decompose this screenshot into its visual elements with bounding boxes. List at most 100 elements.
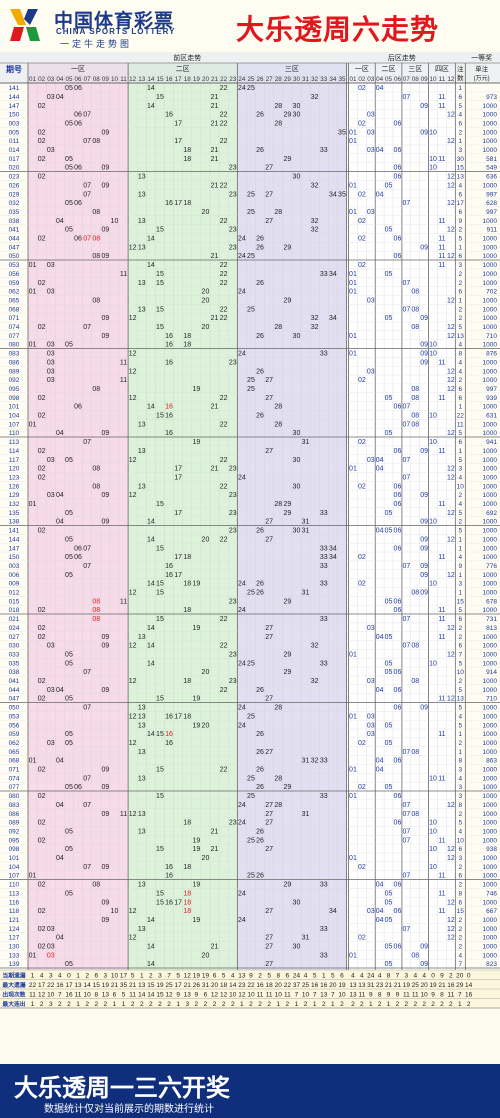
stats-value: 0 bbox=[67, 973, 71, 980]
front-ball: 27 bbox=[265, 811, 273, 818]
front-ball: 18 bbox=[183, 820, 191, 827]
front-ball: 12 bbox=[129, 368, 137, 375]
front-ball: 16 bbox=[165, 899, 173, 906]
front-ball: 26 bbox=[256, 687, 264, 694]
stats-value: 2 bbox=[360, 1001, 364, 1008]
front-ball: 07 bbox=[83, 563, 91, 570]
stats-value: 2 bbox=[396, 1001, 400, 1008]
front-ball: 19 bbox=[192, 696, 200, 703]
front-ball: 20 bbox=[202, 855, 210, 862]
back-ball: 02 bbox=[358, 864, 366, 871]
front-ball: 30 bbox=[293, 944, 301, 951]
front-ball: 13 bbox=[138, 174, 146, 181]
prize-amount: 876 bbox=[486, 351, 497, 358]
front-ball: 08 bbox=[92, 253, 100, 260]
front-ball: 29 bbox=[283, 651, 291, 658]
front-ball: 12 bbox=[129, 935, 137, 942]
stats-value: 13 bbox=[349, 992, 357, 999]
front-ball: 02 bbox=[38, 280, 46, 287]
front-ball: 05 bbox=[65, 457, 73, 464]
front-ball: 01 bbox=[29, 501, 37, 508]
front-ball: 03 bbox=[47, 492, 55, 499]
back-ball: 01 bbox=[349, 651, 357, 658]
back-ball: 12 bbox=[447, 333, 455, 340]
front-ball: 03 bbox=[47, 952, 55, 959]
winners-count: 2 bbox=[458, 492, 462, 499]
winners-count: 8 bbox=[458, 802, 462, 809]
back-ball: 06 bbox=[394, 448, 402, 455]
winners-count: 5 bbox=[458, 457, 462, 464]
back-ball: 11 bbox=[438, 890, 445, 897]
front-ball: 18 bbox=[183, 200, 191, 207]
front-ball: 23 bbox=[229, 651, 237, 658]
back-ball: 07 bbox=[402, 457, 410, 464]
front-ball: 22 bbox=[220, 315, 228, 322]
issue-number: 071 bbox=[9, 315, 20, 322]
issue-number: 065 bbox=[9, 749, 20, 756]
issue-number: 077 bbox=[9, 784, 20, 791]
back-ball: 11 bbox=[438, 103, 445, 110]
front-ball: 15 bbox=[156, 616, 164, 623]
front-ball: 23 bbox=[229, 510, 237, 517]
back-ball: 09 bbox=[420, 103, 428, 110]
winners-count: 6 bbox=[458, 120, 462, 127]
stats-value: 2 bbox=[67, 1001, 71, 1008]
front-ball: 02 bbox=[38, 448, 46, 455]
issue-number: 150 bbox=[9, 554, 20, 561]
winners-count: 1 bbox=[458, 297, 462, 304]
winners-count: 2 bbox=[458, 926, 462, 933]
back-ball: 05 bbox=[385, 598, 393, 605]
header-band bbox=[0, 52, 500, 83]
front-ball: 07 bbox=[83, 864, 91, 871]
back-ball: 12 bbox=[447, 572, 455, 579]
winners-count: 15 bbox=[457, 908, 465, 915]
front-ball: 13 bbox=[138, 749, 146, 756]
back-ball: 02 bbox=[358, 784, 366, 791]
issue-number: 005 bbox=[9, 129, 20, 136]
issue-number: 038 bbox=[9, 218, 20, 225]
stats-value: 16 bbox=[311, 982, 319, 989]
back-ball: 06 bbox=[394, 528, 402, 535]
front-ball: 05 bbox=[65, 660, 73, 667]
prize-amount: 1000 bbox=[483, 607, 498, 614]
back-number-header: 12 bbox=[447, 76, 455, 83]
front-ball: 33 bbox=[320, 758, 328, 765]
front-ball: 07 bbox=[83, 138, 91, 145]
front-ball: 17 bbox=[174, 138, 182, 145]
prize-amount: 1000 bbox=[483, 262, 498, 269]
back-ball: 05 bbox=[385, 271, 393, 278]
front-ball: 33 bbox=[320, 660, 328, 667]
winners-count: 2 bbox=[458, 227, 462, 234]
stats-value: 2 bbox=[58, 1001, 62, 1008]
stats-value: 13 bbox=[358, 982, 366, 989]
back-ball: 01 bbox=[349, 289, 357, 296]
back-ball: 03 bbox=[367, 368, 375, 375]
front-ball: 05 bbox=[65, 200, 73, 207]
front-ball: 22 bbox=[220, 182, 228, 189]
stats-value: 7 bbox=[458, 992, 462, 999]
front-ball: 17 bbox=[174, 899, 182, 906]
front-number-header: 11 bbox=[120, 76, 127, 83]
winners-count: 6 bbox=[458, 616, 462, 623]
back-ball: 07 bbox=[402, 643, 410, 650]
stats-value: 17 bbox=[38, 982, 46, 989]
front-ball: 08 bbox=[92, 598, 100, 605]
back-ball: 04 bbox=[376, 147, 384, 154]
front-ball: 27 bbox=[265, 191, 273, 198]
winners-count: 13 bbox=[457, 174, 465, 181]
stats-value: 11 bbox=[403, 992, 410, 999]
stats-value: 1 bbox=[113, 1001, 117, 1008]
front-ball: 25 bbox=[247, 209, 255, 216]
front-ball: 13 bbox=[138, 634, 146, 641]
back-ball: 06 bbox=[394, 236, 402, 243]
stats-value: 1 bbox=[276, 1001, 280, 1008]
winners-count: 2 bbox=[458, 306, 462, 313]
prize-amount: 1000 bbox=[483, 811, 498, 818]
front-number-header: 23 bbox=[229, 76, 237, 83]
front-ball: 27 bbox=[265, 634, 273, 641]
back-ball: 01 bbox=[349, 209, 357, 216]
issue-number: 035 bbox=[9, 660, 20, 667]
winners-count: 5 bbox=[458, 510, 462, 517]
stats-value: 1 bbox=[122, 1001, 126, 1008]
front-ball: 14 bbox=[147, 917, 155, 924]
